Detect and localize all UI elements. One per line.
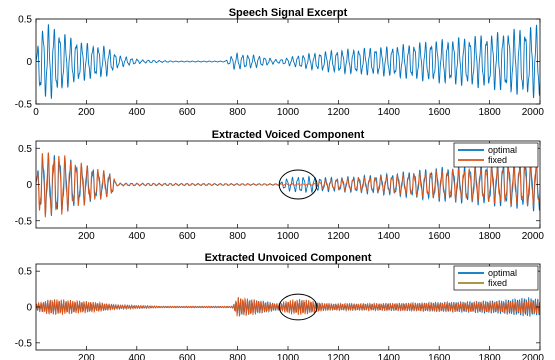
x-tick-label: 1000 xyxy=(277,107,300,118)
x-tick-label: 600 xyxy=(179,353,196,360)
x-tick-label: 1200 xyxy=(327,107,350,118)
y-tick-label: 0 xyxy=(26,303,32,314)
panel-1: Speech Signal Excerpt 0 200 400 600 800 1000 12… xyxy=(15,7,545,118)
x-tick-label: 1400 xyxy=(378,353,401,360)
x-tick-label: 400 xyxy=(128,107,145,118)
series-line-fixed xyxy=(36,296,540,317)
x-tick-label: 1000 xyxy=(277,353,300,360)
x-tick-label: 1200 xyxy=(327,231,350,242)
highlight-ellipse xyxy=(278,293,318,321)
x-tick-label: 600 xyxy=(179,107,196,118)
x-tick-label: 600 xyxy=(179,231,196,242)
x-tick-label: 1600 xyxy=(428,231,451,242)
highlight-ellipse xyxy=(278,169,318,200)
x-tick-label: 1800 xyxy=(478,231,501,242)
x-tick-label: 1400 xyxy=(378,107,401,118)
x-tick-label: 1400 xyxy=(378,231,401,242)
x-tick-label: 1600 xyxy=(428,353,451,360)
x-tick-label: 1000 xyxy=(277,231,300,242)
series-line-fixed xyxy=(36,152,540,218)
x-tick-label: 400 xyxy=(128,353,145,360)
x-tick-label: 200 xyxy=(78,353,95,360)
legend-box xyxy=(453,265,539,291)
y-tick-label: 0.5 xyxy=(18,267,32,278)
legend-label-fixed: fixed xyxy=(488,155,507,165)
y-tick-label: 0.5 xyxy=(18,144,32,155)
x-tick-label: 800 xyxy=(229,353,246,360)
legend-label-optimal: optimal xyxy=(488,145,517,155)
series-line-1 xyxy=(36,24,540,99)
x-tick-label: 2000 xyxy=(522,231,545,242)
legend-label-fixed: fixed xyxy=(488,278,507,288)
chart-title: Extracted Unvoiced Component xyxy=(205,252,372,264)
x-tick-label: 1800 xyxy=(478,107,501,118)
x-tick-label: 2000 xyxy=(522,107,545,118)
y-tick-label: 0.5 xyxy=(18,15,32,26)
chart-title: Extracted Voiced Component xyxy=(212,129,365,141)
panel-2: Extracted Voiced Component 200 400 600 800 10… xyxy=(15,129,545,242)
panel-3: Extracted Unvoiced Component 200 400 600 800… xyxy=(15,252,545,360)
x-tick-label: 0 xyxy=(33,107,39,118)
x-tick-label: 400 xyxy=(128,231,145,242)
y-tick-label: 0 xyxy=(26,57,32,68)
y-tick-label: -0.5 xyxy=(15,338,33,349)
y-tick-label: 0 xyxy=(26,180,32,191)
y-tick-label: -0.5 xyxy=(15,216,33,227)
x-tick-label: 1200 xyxy=(327,353,350,360)
y-tick-label: -0.5 xyxy=(15,100,33,111)
x-tick-label: 1800 xyxy=(478,353,501,360)
x-tick-label: 200 xyxy=(78,231,95,242)
legend-box xyxy=(453,142,539,168)
x-tick-label: 200 xyxy=(78,107,95,118)
x-tick-label: 800 xyxy=(229,231,246,242)
x-tick-label: 1600 xyxy=(428,107,451,118)
x-tick-label: 800 xyxy=(229,107,246,118)
legend-label-optimal: optimal xyxy=(488,268,517,278)
x-tick-label: 2000 xyxy=(522,353,545,360)
chart-title: Speech Signal Excerpt xyxy=(229,7,348,19)
